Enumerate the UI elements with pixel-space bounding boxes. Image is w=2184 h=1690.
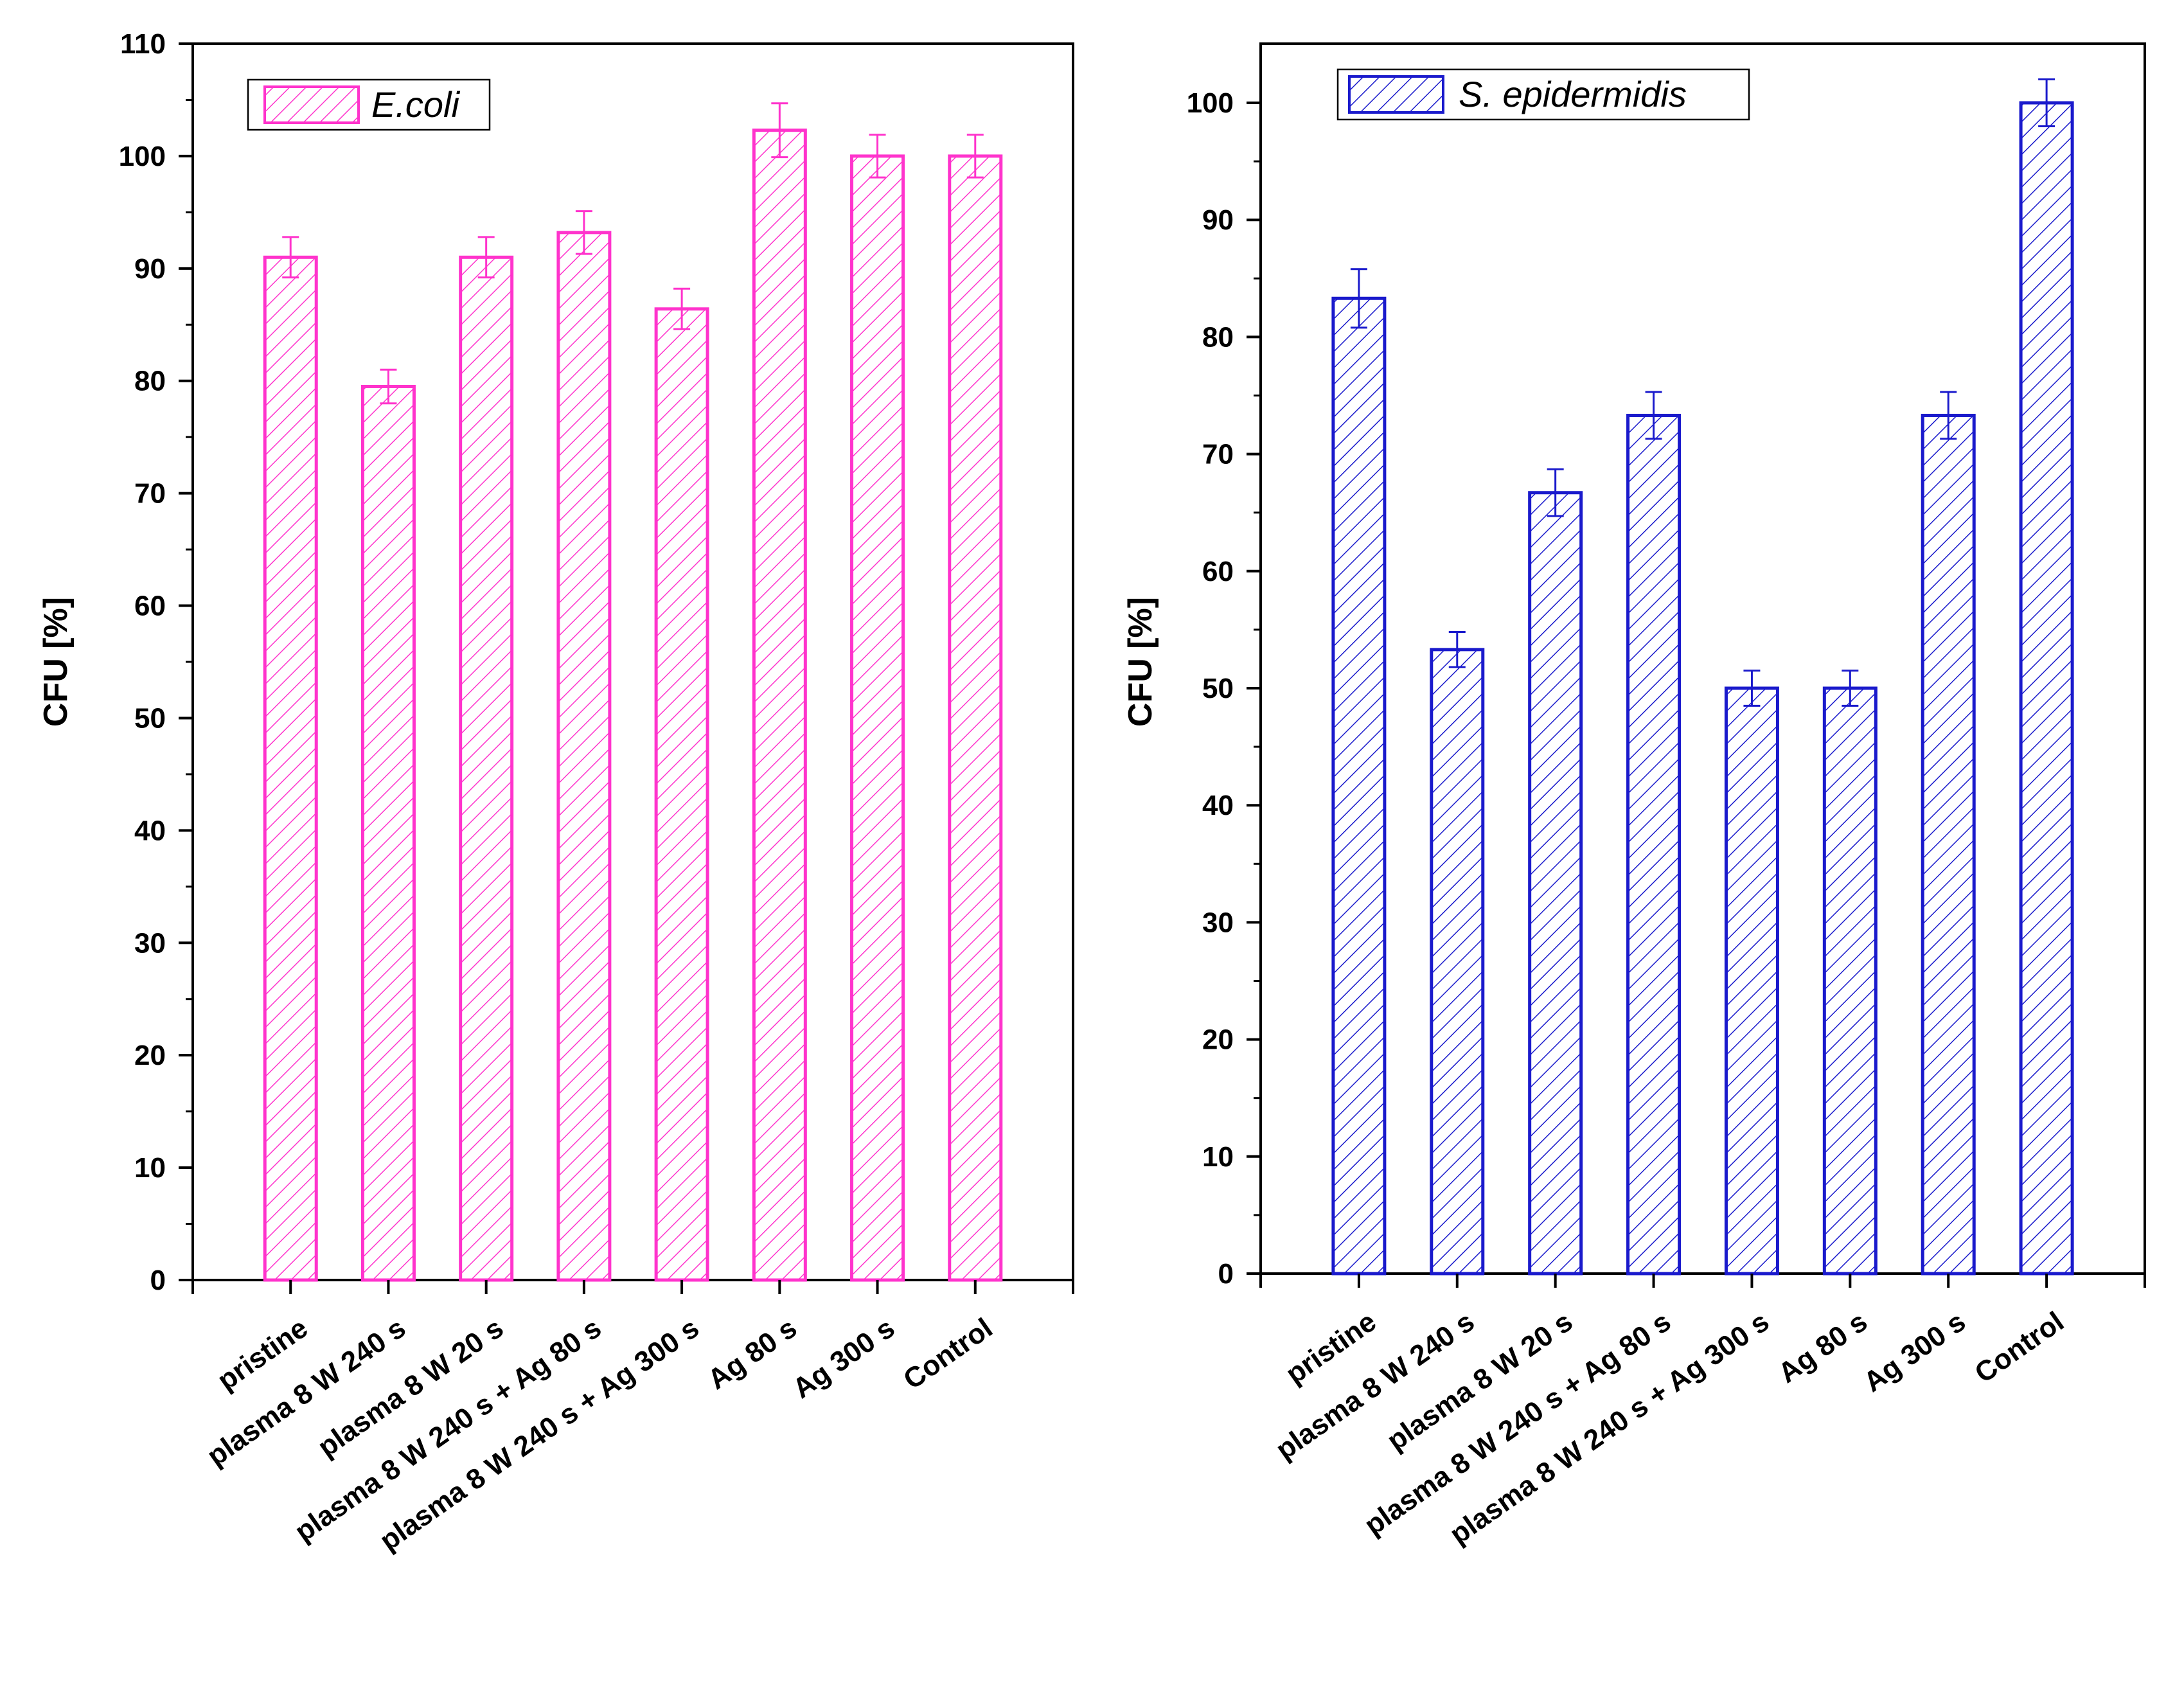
y-tick-label-40: 40: [134, 815, 166, 846]
sepidermidis-bar-1: [1430, 648, 1485, 1276]
y-tick-label-90: 90: [1202, 204, 1234, 236]
y-tick-label-50: 50: [134, 702, 166, 734]
sepidermidis-legend-label: S. epidermidis: [1459, 74, 1687, 114]
ecoli-bars: [263, 102, 1003, 1282]
y-tick-label-20: 20: [1202, 1024, 1234, 1056]
sepidermidis-bar-5: [1822, 686, 1878, 1276]
y-tick-label-40: 40: [1202, 790, 1234, 821]
y-tick-label-30: 30: [1202, 907, 1234, 938]
ecoli-bar-6: [850, 154, 905, 1282]
sepidermidis-plot-frame: [1259, 42, 2146, 1275]
sepidermidis-x-label-6: Ag 300 s: [1858, 1306, 1971, 1398]
y-tick-label-110: 110: [120, 28, 166, 60]
y-tick-label-80: 80: [1202, 321, 1234, 353]
y-tick-label-50: 50: [1202, 673, 1234, 704]
y-tick-label-100: 100: [1187, 87, 1234, 119]
sepidermidis-bar-6: [1921, 413, 1976, 1276]
ecoli-bar-7: [948, 154, 1003, 1282]
y-tick-label-60: 60: [1202, 556, 1234, 587]
ecoli-legend-swatch: [263, 85, 360, 124]
ecoli-legend-label: E.coli: [371, 84, 460, 125]
ecoli-x-label-7: Control: [898, 1312, 998, 1396]
sepidermidis-legend-swatch: [1348, 75, 1444, 114]
ecoli-plot-frame: [191, 42, 1074, 1281]
y-tick-label-80: 80: [134, 366, 166, 397]
ecoli-chart: 0 10 20 30 40 50 60 70 80 90 100 110 pristineplasma…: [37, 28, 1074, 1557]
sepidermidis-bar-7: [2019, 101, 2074, 1276]
y-tick-label-100: 100: [119, 141, 166, 172]
y-tick-label-10: 10: [1202, 1141, 1234, 1173]
y-tick-label-30: 30: [134, 927, 166, 959]
y-tick-label-90: 90: [134, 253, 166, 285]
sepidermidis-legend: S. epidermidis: [1336, 68, 1750, 121]
sepidermidis-bar-2: [1528, 491, 1583, 1276]
y-tick-label-0: 0: [1218, 1258, 1234, 1290]
y-tick-label-70: 70: [134, 478, 166, 510]
sepidermidis-bars: [1331, 78, 2074, 1276]
sepidermidis-y-ticks: 0 10 20 30 40 50 60 70 80 90 100: [1187, 87, 1261, 1290]
y-tick-label-70: 70: [1202, 439, 1234, 470]
ecoli-legend: E.coli: [247, 78, 491, 131]
sepidermidis-y-axis-title: CFU [%]: [1122, 597, 1159, 727]
ecoli-bar-5: [752, 129, 807, 1282]
ecoli-bar-2: [459, 255, 514, 1282]
sepidermidis-bar-0: [1331, 296, 1387, 1276]
ecoli-bar-4: [654, 307, 709, 1282]
y-tick-label-10: 10: [134, 1152, 166, 1184]
ecoli-x-label-6: Ag 300 s: [787, 1312, 900, 1405]
ecoli-x-label-5: Ag 80 s: [702, 1312, 803, 1396]
ecoli-y-axis-title: CFU [%]: [37, 597, 75, 727]
ecoli-bar-1: [360, 384, 416, 1282]
ecoli-bar-3: [556, 231, 612, 1282]
y-tick-label-60: 60: [134, 591, 166, 622]
sepidermidis-bar-4: [1724, 686, 1779, 1276]
ecoli-y-ticks: 0 10 20 30 40 50 60 70 80 90 100 110: [119, 28, 193, 1296]
y-tick-label-0: 0: [150, 1265, 166, 1296]
y-tick-label-20: 20: [134, 1040, 166, 1071]
sepidermidis-x-label-7: Control: [1969, 1306, 2070, 1389]
sepidermidis-bar-3: [1626, 413, 1682, 1276]
ecoli-bar-0: [263, 255, 318, 1282]
sepidermidis-x-label-5: Ag 80 s: [1773, 1306, 1873, 1389]
